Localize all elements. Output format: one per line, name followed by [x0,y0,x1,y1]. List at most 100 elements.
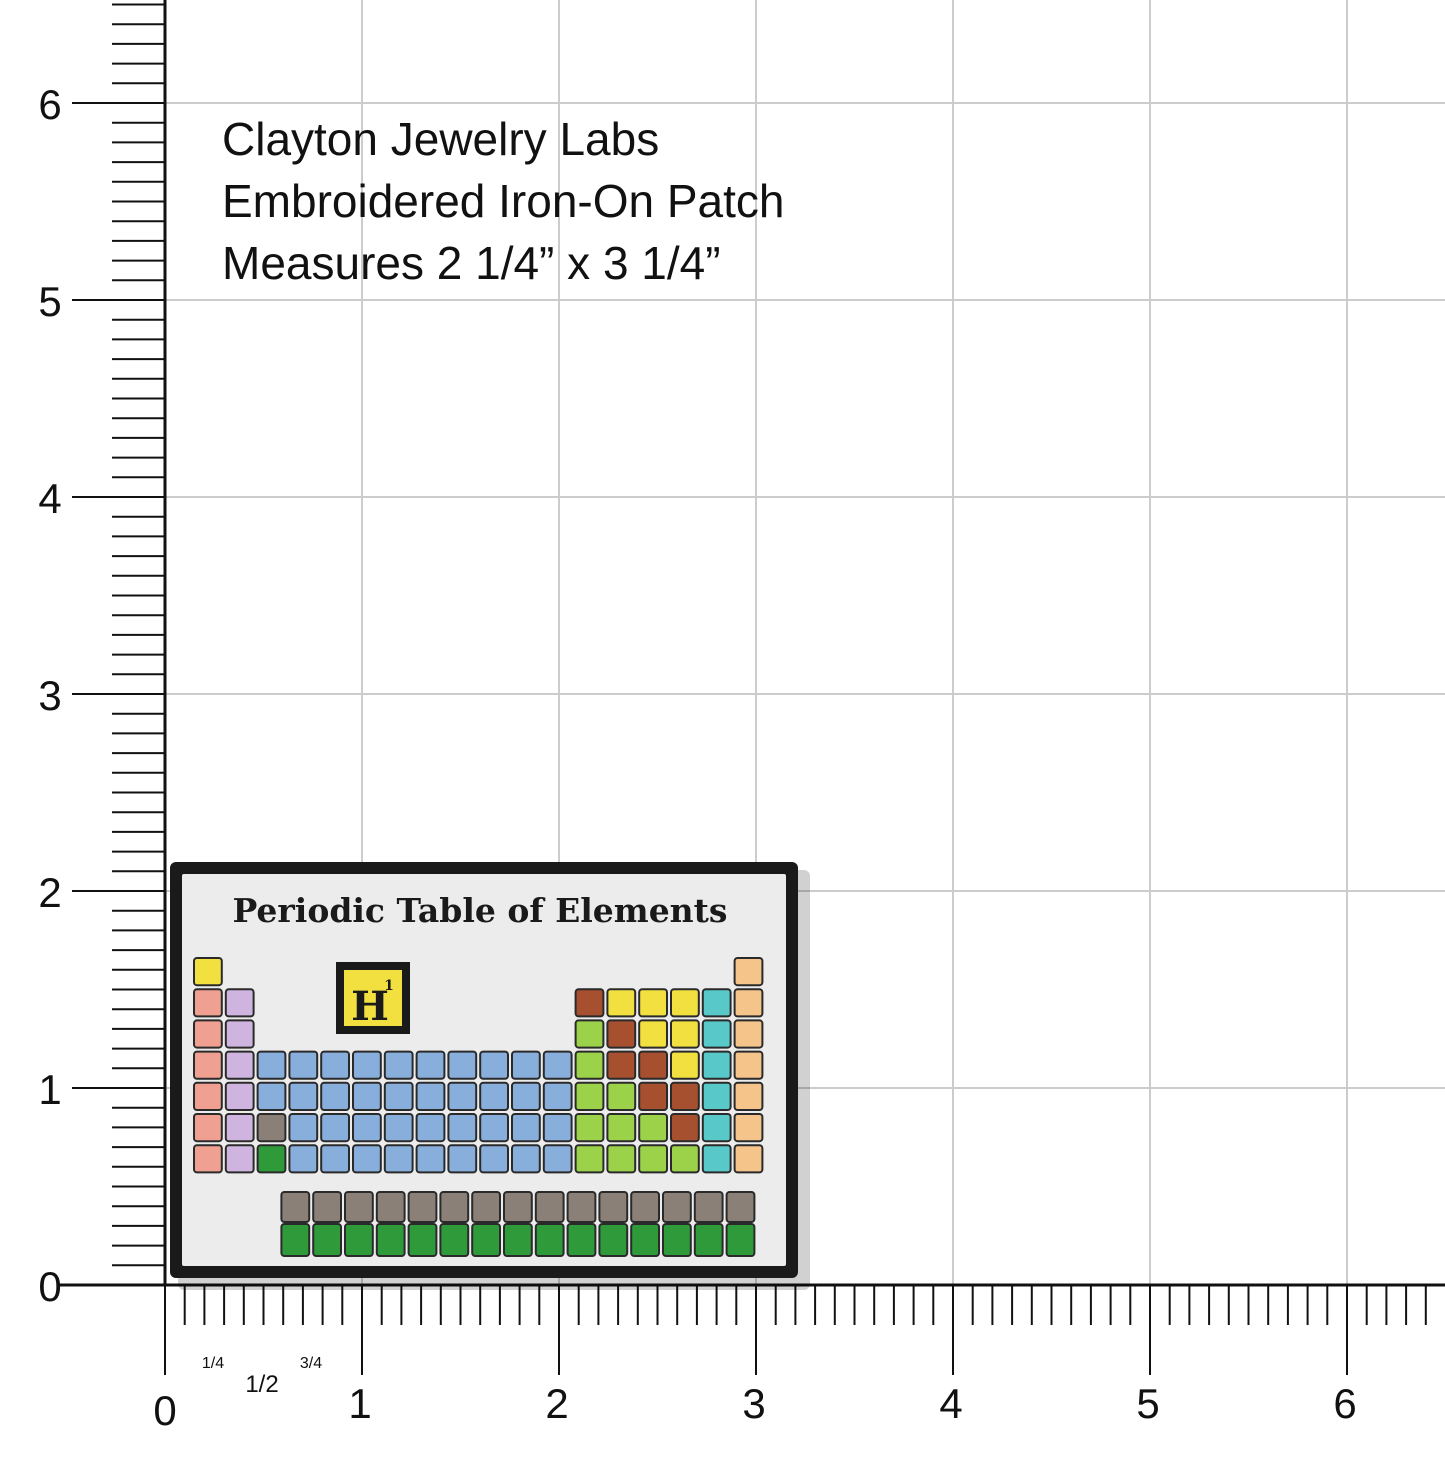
element-cell-actinide [598,1223,629,1257]
y-axis-label: 4 [38,475,61,522]
element-cell-lanthanide [407,1191,438,1223]
element-cell [288,1144,319,1174]
element-cell [479,1144,510,1174]
element-cell [606,1050,637,1080]
featured-tile-face [344,970,402,1026]
element-cell [320,1050,351,1080]
element-cell [511,1144,541,1174]
element-cell-lanthanide [630,1191,661,1223]
element-cell [224,1113,255,1143]
element-cell [574,1081,605,1112]
element-cell-lanthanide [471,1191,502,1223]
element-cell [574,1144,605,1174]
element-cell [670,1113,700,1143]
element-cell-lanthanide [439,1191,470,1223]
element-cell [606,1113,637,1143]
element-cell [670,1081,700,1112]
element-cell [574,1113,605,1143]
x-fraction-label: 3/4 [300,1355,322,1372]
element-cell [383,1144,414,1174]
element-cell [733,1019,764,1049]
element-cell [574,988,605,1018]
element-cell-actinide [725,1223,756,1257]
x-axis-label: 1 [348,1380,371,1427]
featured-element-symbol: H [351,983,389,1030]
element-cell [256,1113,287,1143]
element-cell [574,1019,605,1049]
element-cell [256,1144,287,1174]
element-cell [193,1019,223,1049]
element-cell [638,988,669,1018]
element-cell [193,1050,223,1080]
element-cell-lanthanide [534,1191,565,1223]
element-cell-actinide [566,1223,597,1257]
element-cell [670,1144,700,1174]
element-cell-actinide [375,1223,406,1257]
element-cell [606,1144,637,1174]
element-cell [383,1081,414,1112]
element-cell-actinide [439,1223,470,1257]
element-cell [542,1144,573,1174]
product-name: Embroidered Iron-On Patch [222,175,785,227]
element-cell [352,1144,382,1174]
element-cell-actinide [407,1223,438,1257]
element-cell-lanthanide [566,1191,597,1223]
element-cell [288,1050,319,1080]
element-cell [606,1019,637,1049]
element-cell [320,1144,351,1174]
element-cell [701,1081,732,1112]
element-cell [574,1050,605,1080]
element-cell [479,1081,510,1112]
element-cell [383,1113,414,1143]
element-cell [256,1050,287,1080]
element-cell [701,1113,732,1143]
element-cell [193,957,223,987]
element-cell-lanthanide [344,1191,374,1223]
element-cell [638,1050,669,1080]
element-cell [701,1019,732,1049]
element-cell-lanthanide [375,1191,406,1223]
element-cell [415,1144,446,1174]
x-axis-label: 0 [153,1387,176,1434]
horizontal-ruler: 0 1 2 3 4 5 6 1/4 1/2 3/4 [60,1283,1445,1434]
element-cell [447,1113,478,1143]
product-caption: Clayton Jewelry Labs Embroidered Iron-On… [222,108,785,294]
element-cell [733,1081,764,1112]
element-cell [638,1144,669,1174]
element-cells [193,957,764,1257]
element-cell-lanthanide [598,1191,629,1223]
element-cell [733,1144,764,1174]
element-cell-lanthanide [693,1191,724,1223]
element-cell [479,1050,510,1080]
element-cell-actinide [312,1223,343,1257]
x-fraction-label: 1/4 [202,1355,224,1372]
element-cell [224,1050,255,1080]
element-cell [670,1019,700,1049]
y-axis-label: 3 [38,672,61,719]
element-cell [511,1081,541,1112]
element-cell-actinide [503,1223,533,1257]
vertical-ruler: 0 1 2 3 4 5 6 [38,0,167,1310]
element-cell [670,1050,700,1080]
element-cell-lanthanide [725,1191,756,1223]
embroidered-patch: Periodic Table of Elements H 1 [170,862,810,1290]
element-cell [670,988,700,1018]
y-axis-label: 2 [38,869,61,916]
element-cell [415,1113,446,1143]
element-cell [224,1081,255,1112]
element-cell [638,1113,669,1143]
element-cell [288,1113,319,1143]
x-axis-label: 5 [1136,1380,1159,1427]
element-cell [193,1113,223,1143]
element-cell [542,1113,573,1143]
featured-element-tile: H 1 [336,962,410,1034]
element-cell [415,1081,446,1112]
element-cell [511,1050,541,1080]
element-cell [733,988,764,1018]
element-cell-actinide [471,1223,502,1257]
element-cell [701,988,732,1018]
element-cell [511,1113,541,1143]
element-cell [352,1050,382,1080]
element-cell [256,1081,287,1112]
